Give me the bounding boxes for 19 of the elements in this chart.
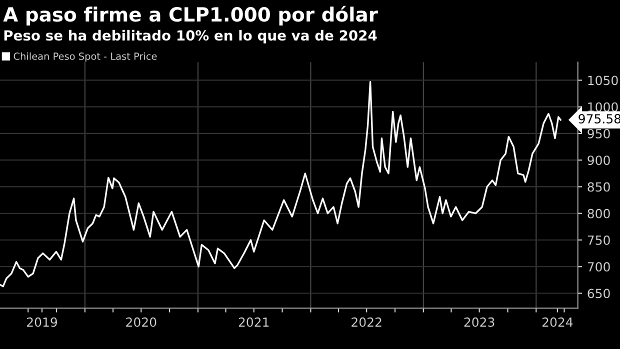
- y-tick-label: 950: [588, 128, 610, 138]
- x-tick-label: 2021: [238, 317, 269, 327]
- y-tick-label: 1000: [588, 102, 618, 112]
- x-tick-label: 2024: [542, 317, 573, 327]
- y-tick-label: 850: [588, 182, 610, 192]
- x-tick-label: 2020: [126, 317, 156, 327]
- y-tick-label: 1050: [588, 76, 618, 86]
- y-tick-label: 800: [588, 208, 610, 218]
- y-tick-label: 900: [588, 156, 610, 166]
- y-tick-label: 650: [588, 288, 610, 298]
- chart-subtitle: Peso se ha debilitado 10% en lo que va de 2024: [4, 30, 377, 44]
- x-tick-label: 2022: [352, 317, 382, 327]
- y-tick-label: 700: [588, 262, 610, 272]
- legend-label: Chilean Peso Spot - Last Price: [14, 52, 157, 62]
- x-tick-label: 2019: [27, 317, 58, 327]
- y-tick-label: 750: [588, 235, 610, 245]
- x-tick-label: 2023: [464, 317, 494, 327]
- line-series: [0, 80, 562, 288]
- chart-title: A paso firme a CLP1.000 por dólar: [3, 6, 378, 26]
